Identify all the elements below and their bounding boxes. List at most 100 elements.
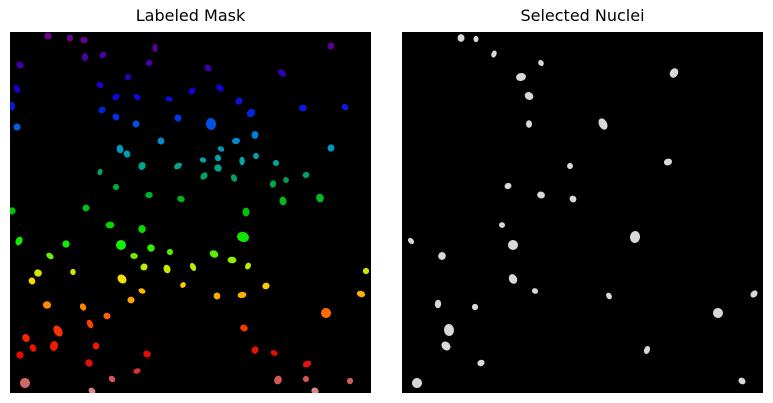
labeled-nucleus — [230, 174, 238, 182]
labeled-nucleus — [251, 131, 259, 139]
selected-nucleus — [643, 345, 651, 355]
labeled-nucleus — [13, 123, 21, 131]
labeled-nucleus — [262, 282, 270, 290]
labeled-nucleus — [10, 207, 16, 215]
labeled-nucleus — [321, 308, 331, 318]
labeled-nucleus — [53, 325, 63, 337]
labeled-nucleus — [10, 101, 16, 111]
labeled-nucleus — [341, 103, 349, 111]
labeled-nucleus — [49, 341, 59, 351]
labeled-nucleus — [86, 319, 94, 329]
labeled-nucleus — [216, 84, 224, 92]
selected-nucleus — [504, 182, 512, 190]
labeled-nucleus — [240, 324, 248, 332]
labeled-nucleus — [97, 168, 103, 176]
labeled-nucleus — [327, 144, 335, 152]
selected-nucleus — [438, 252, 446, 260]
labeled-nucleus — [46, 252, 54, 260]
labeled-nucleus — [232, 137, 240, 145]
labeled-nucleus — [302, 171, 310, 179]
labeled-nucleus — [246, 108, 256, 118]
labeled-mask-image — [10, 32, 371, 393]
selected-nuclei-title: Selected Nuclei — [520, 6, 645, 25]
selected-nucleus — [738, 377, 746, 385]
labeled-nucleus — [29, 344, 37, 352]
labeled-nucleus — [70, 268, 76, 276]
labeled-nucleus — [143, 350, 151, 358]
labeled-nucleus — [157, 137, 165, 145]
labeled-nucleus — [117, 274, 127, 284]
selected-nucleus — [407, 237, 415, 245]
labeled-nucleus — [346, 377, 354, 385]
selected-nucleus — [663, 158, 673, 166]
labeled-nucleus — [145, 191, 153, 199]
selected-nucleus — [491, 50, 497, 58]
labeled-nucleus — [132, 120, 140, 128]
labeled-nucleus — [112, 93, 120, 101]
labeled-nucleus — [205, 118, 217, 130]
selected-nucleus — [471, 303, 479, 311]
labeled-nucleus — [270, 350, 278, 356]
labeled-nucleus — [88, 387, 96, 393]
labeled-nucleus — [127, 296, 135, 304]
selected-nucleus — [531, 288, 539, 294]
labeled-nucleus — [108, 375, 116, 383]
labeled-nucleus — [82, 204, 90, 212]
labeled-nucleus — [213, 292, 221, 300]
labeled-nucleus — [166, 248, 174, 256]
labeled-nucleus — [311, 387, 319, 393]
labeled-nucleus — [96, 81, 104, 89]
selected-nucleus — [606, 292, 612, 300]
labeled-nucleus — [299, 104, 307, 112]
labeled-nucleus — [227, 256, 237, 264]
labeled-nucleus — [145, 59, 153, 67]
labeled-nucleus — [79, 303, 87, 311]
labeled-nucleus — [103, 312, 111, 320]
labeled-nucleus — [242, 207, 250, 217]
labeled-nucleus — [316, 193, 324, 203]
selected-nucleus — [516, 72, 526, 82]
selected-nucleus — [457, 34, 465, 42]
labeled-nucleus — [99, 51, 107, 59]
selected-nucleus — [477, 359, 485, 367]
selected-nucleus — [669, 68, 679, 78]
selected-nucleus — [508, 274, 518, 284]
labeled-nucleus — [237, 231, 249, 243]
labeled-nucleus — [138, 225, 146, 233]
selected-nucleus — [525, 120, 533, 128]
labeled-nucleus — [237, 291, 247, 299]
labeled-nucleus — [165, 96, 173, 102]
labeled-mask-title: Labeled Mask — [135, 6, 246, 25]
labeled-nucleus — [133, 93, 141, 101]
selected-nucleus — [537, 191, 545, 199]
labeled-nucleus — [34, 269, 42, 277]
labeled-nucleus — [302, 360, 312, 368]
labeled-nucleus — [253, 152, 259, 160]
labeled-nucleus — [235, 97, 243, 105]
labeled-nucleus — [112, 183, 120, 191]
labeled-nucleus — [188, 87, 196, 95]
labeled-nucleus — [278, 69, 286, 77]
labeled-nucleus — [20, 378, 30, 388]
labeled-nucleus — [28, 277, 36, 285]
labeled-nucleus — [44, 32, 52, 40]
selected-nuclei-image — [402, 32, 763, 393]
labeled-nucleus — [269, 180, 277, 188]
labeled-nucleus — [85, 359, 93, 367]
labeled-nucleus — [133, 368, 141, 374]
labeled-nucleus — [105, 221, 115, 229]
labeled-nucleus — [123, 150, 131, 158]
labeled-nucleus — [80, 36, 88, 44]
labeled-nucleus — [81, 53, 89, 61]
labeled-mask-canvas — [10, 32, 370, 393]
labeled-nucleus — [174, 162, 182, 170]
labeled-nucleus — [251, 346, 259, 354]
labeled-nucleus — [15, 236, 23, 246]
labeled-nucleus — [16, 61, 24, 69]
labeled-nucleus — [245, 262, 251, 270]
labeled-nucleus — [214, 164, 222, 172]
labeled-nucleus — [147, 244, 155, 252]
labeled-nucleus — [152, 44, 158, 52]
labeled-nucleus — [209, 250, 219, 258]
selected-nucleus — [508, 240, 518, 250]
